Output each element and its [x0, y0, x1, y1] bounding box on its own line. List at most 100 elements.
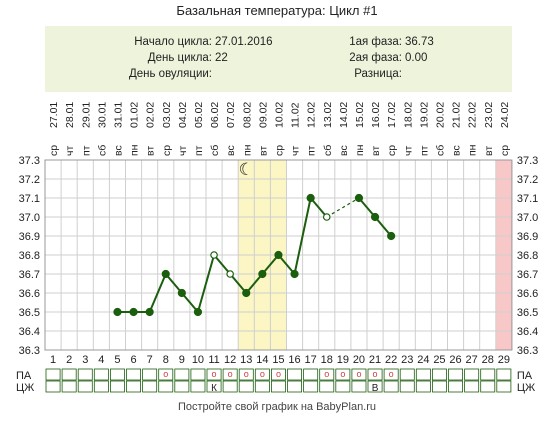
- day-number-label: 15: [272, 354, 284, 366]
- data-point: [177, 288, 186, 298]
- weekday-label: вт: [145, 146, 157, 156]
- czh-row-label-right: ЦЖ: [517, 382, 535, 394]
- date-label: 21.02: [451, 102, 463, 128]
- czh-cell: [496, 380, 512, 393]
- y-tick-label-right: 37.0: [517, 212, 538, 224]
- cycle-start-label: Начало цикла:: [134, 36, 212, 48]
- pa-cell: [110, 368, 125, 381]
- weekday-label: чт: [64, 146, 76, 156]
- date-label: 22.02: [467, 102, 479, 128]
- pa-cell: [303, 368, 319, 381]
- weekday-label: вс: [112, 145, 124, 156]
- pa-cell: [319, 368, 335, 381]
- pa-row-label-right: ПА: [517, 370, 533, 382]
- pa-cell: [61, 368, 77, 381]
- weekday-label: сб: [434, 145, 446, 156]
- weekday-label: пн: [241, 144, 253, 156]
- date-label: 30.01: [96, 102, 108, 128]
- cycle-day-value: 22: [215, 52, 228, 64]
- date-label: 06.02: [209, 102, 221, 128]
- data-point: [387, 231, 396, 241]
- series-segment: [293, 197, 312, 275]
- y-tick-label-left: 37.3: [19, 155, 40, 167]
- series-segment: [358, 197, 376, 218]
- weekday-label: пн: [354, 144, 366, 156]
- pa-mark: o: [163, 369, 168, 379]
- date-label: 12.02: [306, 102, 318, 128]
- data-point: [193, 307, 203, 317]
- date-label: 11.02: [290, 102, 302, 128]
- czh-cell: [303, 380, 319, 393]
- data-point: [370, 212, 380, 222]
- czh-cell: [77, 380, 93, 393]
- y-tick-label-right: 36.7: [517, 269, 538, 281]
- weekday-label: вс: [451, 145, 463, 156]
- pa-mark: o: [228, 369, 233, 379]
- day-number-label: 19: [337, 354, 349, 366]
- date-label: 19.02: [418, 102, 430, 128]
- day-number-label: 29: [498, 354, 510, 366]
- series-segment: [309, 197, 328, 218]
- weekday-label: вт: [257, 146, 269, 156]
- czh-cell: [415, 380, 431, 393]
- weekday-label: пт: [418, 145, 430, 156]
- data-point: [242, 288, 251, 298]
- y-tick-label-right: 36.6: [517, 288, 538, 300]
- moon-icon: ☾: [239, 160, 254, 179]
- date-label: 24.02: [499, 102, 511, 128]
- day-number-label: 24: [417, 354, 429, 366]
- series-segment: [261, 254, 280, 275]
- footer-link[interactable]: Постройте свой график на BabyPlan.ru: [177, 401, 377, 413]
- day-number-label: 23: [401, 354, 413, 366]
- date-label: 28.01: [64, 102, 76, 128]
- pa-mark: o: [373, 369, 378, 379]
- pa-cell: [77, 368, 93, 381]
- czh-cell: [158, 380, 174, 393]
- weekday-label: сб: [322, 145, 334, 156]
- pa-cell: [367, 368, 383, 381]
- day-number-label: 14: [256, 354, 268, 366]
- day-number-label: 16: [288, 354, 300, 366]
- day-number-label: 5: [114, 354, 120, 366]
- phase2-value: 0.00: [405, 52, 428, 64]
- day-number-label: 13: [240, 354, 252, 366]
- pa-row-label: ПА: [16, 370, 32, 382]
- weekday-label: ср: [386, 145, 398, 156]
- pa-cell: [238, 368, 254, 381]
- day-number-label: 9: [179, 354, 185, 366]
- y-tick-label-left: 37.2: [19, 174, 40, 186]
- day-number-label: 6: [130, 354, 136, 366]
- pa-cell: [415, 368, 431, 381]
- czh-cell: [254, 380, 270, 393]
- y-tick-label-right: 36.5: [517, 307, 538, 319]
- pa-cell: [45, 368, 61, 381]
- weekday-label: пн: [467, 144, 479, 156]
- weekday-label: пт: [193, 145, 205, 156]
- czh-cell: [335, 380, 351, 393]
- pa-mark: o: [356, 369, 361, 379]
- difference-label: Разница:: [354, 68, 402, 80]
- czh-cell: [351, 380, 367, 393]
- data-point: [290, 269, 299, 279]
- cycle-start-value: 27.01.2016: [215, 36, 273, 48]
- series-segment: [213, 254, 231, 275]
- chart-title: Базальная температура: Цикл #1: [176, 3, 378, 18]
- phase1-label: 1ая фаза:: [349, 36, 402, 48]
- czh-cell: [45, 380, 61, 393]
- day-number-label: 2: [66, 354, 72, 366]
- series-segment: [374, 216, 392, 237]
- pa-cell: [174, 368, 190, 381]
- czh-cell: [287, 380, 303, 393]
- date-label: 29.01: [80, 102, 92, 128]
- day-number-label: 22: [385, 354, 397, 366]
- series-segment: [164, 273, 183, 294]
- y-tick-label-left: 37.0: [19, 212, 40, 224]
- pa-cell: [399, 368, 415, 381]
- y-tick-label-left: 36.7: [19, 269, 40, 281]
- date-label: 05.02: [193, 102, 205, 128]
- y-tick-label-right: 37.2: [517, 174, 538, 186]
- y-tick-label-left: 36.6: [19, 288, 40, 300]
- pa-cell: [383, 368, 399, 381]
- date-label: 23.02: [483, 102, 495, 128]
